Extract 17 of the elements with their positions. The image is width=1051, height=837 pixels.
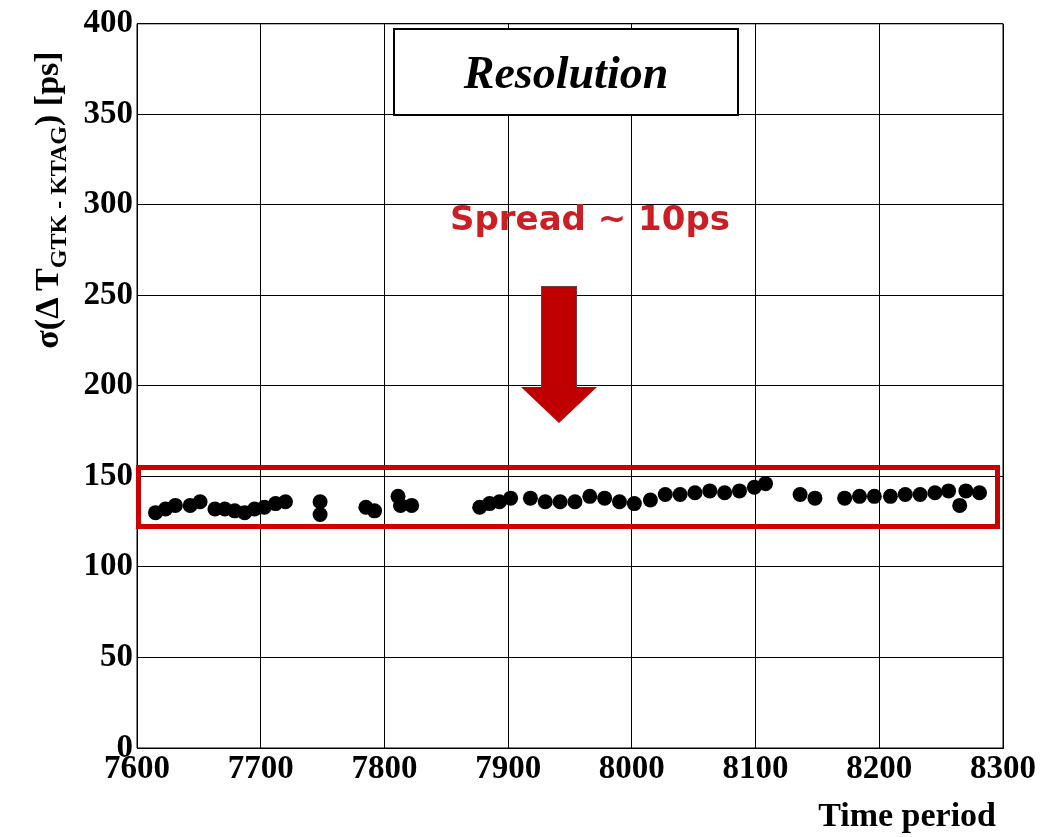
x-tick-label: 7900 xyxy=(475,749,542,786)
text: Resolution xyxy=(393,28,739,116)
x-axis-title: Time period xyxy=(818,796,996,834)
y-tick-label: 350 xyxy=(83,93,133,130)
y-tick-label: 150 xyxy=(83,455,133,492)
y-tick-label: 200 xyxy=(83,365,133,402)
y-tick-label: 50 xyxy=(100,637,133,674)
x-tick-label: 8300 xyxy=(970,749,1036,786)
y-tick-label: 250 xyxy=(83,274,133,311)
y-tick-label: 100 xyxy=(83,546,133,583)
x-tick-label: 7800 xyxy=(351,749,418,786)
x-tick-label: 8100 xyxy=(722,749,789,786)
y-tick-label: 300 xyxy=(83,184,133,221)
x-tick-label: 8200 xyxy=(846,749,913,786)
y-tick-label: 400 xyxy=(83,3,133,40)
x-tick-label: 8000 xyxy=(598,749,665,786)
x-tick-label: 7700 xyxy=(227,749,294,786)
